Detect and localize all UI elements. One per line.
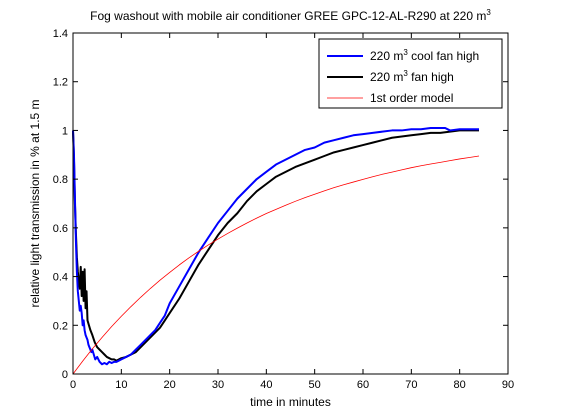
legend-box [318,38,503,109]
x-tick-label: 90 [502,379,514,391]
chart-title-superscript: 3 [486,8,491,17]
legend-label-0: 220 m3 cool fan high [370,48,479,63]
series-line-2 [72,155,480,375]
y-axis-label: relative light transmission in % at 1.5 … [28,99,42,307]
x-tick-label: 30 [212,379,224,391]
chart-title-text: Fog washout with mobile air conditioner … [90,9,486,23]
x-axis-label: time in minutes [250,395,331,409]
y-tick-label: 0 [62,369,68,381]
x-tick-label: 10 [115,379,127,391]
chart-title: Fog washout with mobile air conditioner … [90,8,491,23]
x-tick-label: 70 [405,379,417,391]
legend-label-superscript: 3 [403,48,408,57]
y-tick-label: 1.2 [53,77,68,89]
x-tick-label: 0 [70,379,76,391]
legend-label-superscript: 3 [403,69,408,78]
legend-label-suffix: cool fan high [408,49,479,63]
legend-label-text: 220 m [370,70,403,84]
y-tick-label: 1.4 [53,28,68,40]
legend-label-suffix: fan high [408,70,454,84]
legend-label-1: 220 m3 fan high [370,69,454,84]
x-tick-label: 80 [454,379,466,391]
y-tick-label: 0.4 [53,272,68,284]
y-tick-label: 0.8 [53,174,68,186]
y-tick-label: 1 [62,125,68,137]
plot-frame [72,32,509,375]
x-tick-label: 60 [357,379,369,391]
legend-label-2: 1st order model [370,91,453,105]
legend-label-text: 220 m [370,49,403,63]
x-tick-label: 50 [309,379,321,391]
legend-label-text: 1st order model [370,91,453,105]
x-tick-label: 40 [260,379,272,391]
y-tick-label: 0.6 [53,223,68,235]
series-line-1 [72,129,479,362]
ticks-layer: 0 10 20 30 40 50 60 70 80 90 0 0.2 0.4 0.6 0.8 1 1.2 1.4 [53,28,514,391]
y-tick-label: 0.2 [53,320,68,332]
series-layer [72,126,480,375]
series-line-0 [72,126,479,366]
x-tick-label: 20 [164,379,176,391]
